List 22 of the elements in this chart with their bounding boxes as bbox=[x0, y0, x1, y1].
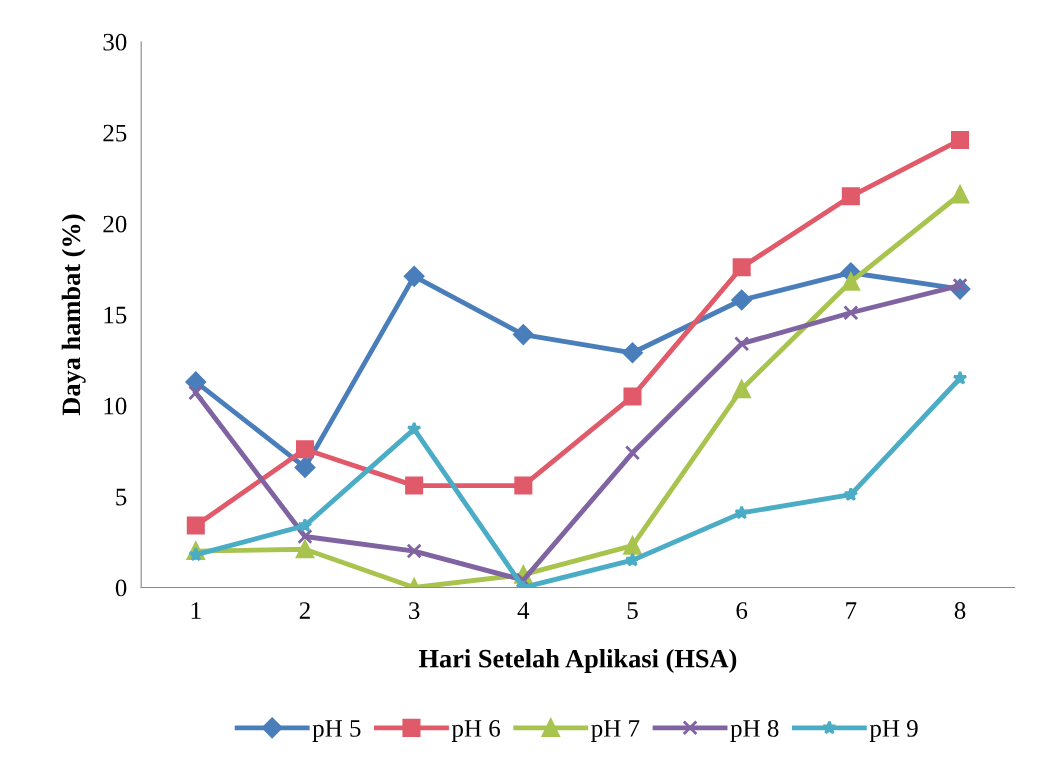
y-tick-label: 5 bbox=[116, 488, 127, 506]
y-tick-label: 10 bbox=[104, 397, 127, 415]
legend-label: pH 8 bbox=[730, 719, 779, 742]
x-tick-label: 3 bbox=[409, 602, 420, 619]
legend-label: pH 6 bbox=[451, 720, 501, 742]
x-axis-title: Hari Setelah Aplikasi (HSA) bbox=[418, 649, 737, 673]
y-tick-label: 0 bbox=[115, 579, 127, 597]
x-tick-label: 5 bbox=[627, 602, 638, 619]
x-tick-label: 4 bbox=[517, 602, 530, 619]
x-tick-label: 8 bbox=[954, 602, 966, 619]
legend-label: pH 5 bbox=[312, 720, 361, 742]
x-tick-label: 7 bbox=[846, 602, 857, 619]
x-tick-label: 1 bbox=[191, 602, 201, 619]
y-axis-title: Daya hambat (%) bbox=[61, 214, 86, 416]
x-tick-label: 2 bbox=[299, 602, 310, 619]
legend-label: pH 7 bbox=[591, 720, 640, 742]
legend-label: pH 9 bbox=[869, 720, 918, 742]
y-tick-label: 30 bbox=[103, 33, 127, 51]
y-tick-label: 25 bbox=[103, 124, 127, 142]
x-tick-label: 6 bbox=[736, 602, 748, 619]
y-tick-label: 15 bbox=[104, 306, 127, 324]
y-tick-label: 20 bbox=[103, 215, 127, 233]
